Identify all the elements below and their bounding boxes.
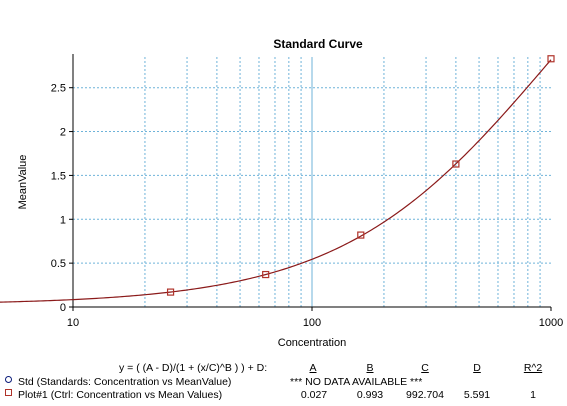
y-tick-label: 0 (60, 302, 66, 314)
value-a: 0.027 (300, 389, 328, 401)
value-r2: 1 (530, 389, 536, 401)
standard-curve-chart: 0 0.5 1 1.5 2 2.5 10 100 1000 Standard Curve Conce… (0, 37, 563, 349)
data-point (547, 55, 555, 63)
y-tick-label: 2 (60, 127, 66, 139)
std-row: Std (Standards: Concentration vs MeanVal… (0, 375, 567, 390)
std-row-message: *** NO DATA AVAILABLE *** (290, 375, 423, 388)
fit-equation: y = ( (A - D)/(1 + (x/C)^B ) ) + D: (119, 362, 268, 374)
header-d: D (473, 362, 481, 374)
header-r2: R^2 (523, 362, 543, 374)
x-tick-label: 100 (303, 317, 321, 329)
std-row-label: Std (Standards: Concentration vs MeanVal… (18, 375, 232, 388)
grid-lines (73, 57, 551, 307)
axes (69, 54, 552, 311)
data-point (166, 288, 175, 296)
fit-results-table: y = ( (A - D)/(1 + (x/C)^B ) ) + D: A B … (0, 362, 567, 403)
x-axis-title: Concentration (278, 337, 347, 349)
x-tick-label: 10 (67, 317, 79, 329)
y-tick-label: 1.5 (51, 170, 66, 182)
y-tick-label: 0.5 (51, 258, 66, 270)
y-axis-title: MeanValue (17, 155, 29, 210)
chart-title: Standard Curve (273, 37, 363, 51)
fit-header-row: y = ( (A - D)/(1 + (x/C)^B ) ) + D: A B … (0, 362, 567, 376)
fit-curve-line (0, 59, 552, 303)
value-b: 0.993 (356, 389, 384, 401)
data-point (452, 160, 460, 168)
plot-row: Plot#1 (Ctrl: Concentration vs Mean Valu… (0, 389, 567, 403)
value-c: 992.704 (406, 389, 444, 401)
y-tick-label: 1 (60, 214, 66, 226)
data-points (166, 55, 555, 296)
value-d: 5.591 (463, 389, 491, 401)
data-point (357, 231, 365, 239)
axis-labels: 0 0.5 1 1.5 2 2.5 10 100 1000 Standard Curve Conce… (17, 37, 563, 349)
circle-marker-icon (5, 375, 12, 383)
x-tick-label: 1000 (539, 317, 563, 329)
data-point (262, 270, 270, 279)
fit-curve (0, 59, 552, 303)
y-tick-label: 2.5 (51, 83, 66, 95)
plot-row-label: Plot#1 (Ctrl: Concentration vs Mean Valu… (18, 389, 223, 401)
square-marker-icon (5, 389, 12, 396)
header-c: C (421, 362, 429, 374)
header-a: A (309, 362, 317, 374)
header-b: B (366, 362, 374, 374)
